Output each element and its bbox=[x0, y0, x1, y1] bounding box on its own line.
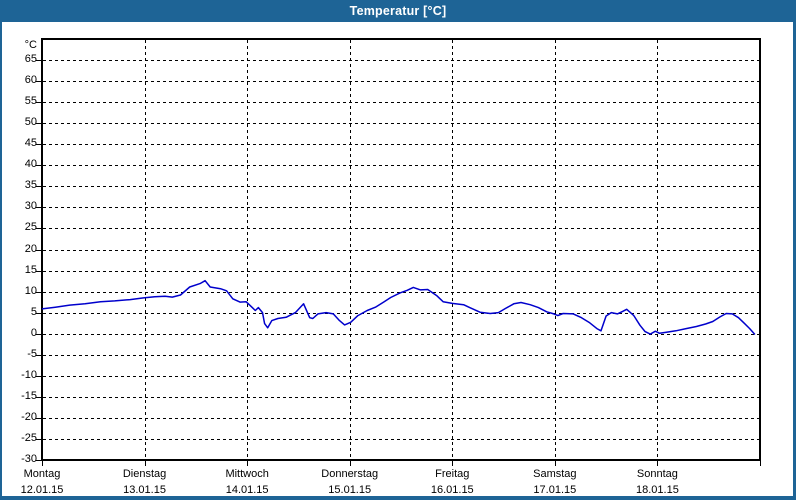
y-axis-unit-label: °C bbox=[24, 39, 37, 51]
y-tick-label: 0 bbox=[30, 326, 37, 339]
window-frame-right bbox=[793, 22, 796, 496]
chart-panel: 65 60 55 50 45 40 35 30 25 20 15 10 5 0 -5 -10 -15 -20 -25… bbox=[0, 22, 793, 496]
x-date-label: 12.01.15 bbox=[20, 484, 64, 496]
y-tick-label: -10 bbox=[21, 368, 37, 381]
y-tick-label: 65 bbox=[24, 53, 37, 66]
temperature-line bbox=[41, 279, 756, 335]
x-day-label: Donnerstag bbox=[321, 468, 379, 480]
y-tick-label: 10 bbox=[24, 284, 37, 297]
x-day-label: Freitag bbox=[435, 468, 470, 480]
y-tick-label: 45 bbox=[24, 137, 37, 150]
x-day-label: Mittwoch bbox=[225, 468, 269, 480]
y-tick-label: 40 bbox=[24, 158, 37, 171]
x-date-label: 18.01.15 bbox=[636, 484, 679, 496]
plot-border bbox=[41, 38, 761, 461]
y-tick-label: -25 bbox=[21, 431, 37, 444]
x-date-label: 16.01.15 bbox=[430, 484, 474, 496]
x-day-label: Montag bbox=[23, 468, 61, 480]
x-day-label: Sonntag bbox=[636, 468, 678, 480]
y-tick-label: -5 bbox=[27, 347, 37, 360]
y-tick-label: -15 bbox=[21, 389, 37, 402]
y-tick-label: -30 bbox=[21, 453, 37, 465]
y-tick-label: 30 bbox=[24, 200, 37, 213]
window-frame-left bbox=[0, 22, 2, 496]
y-tick-label: 15 bbox=[24, 263, 37, 276]
temperature-chart bbox=[36, 38, 761, 466]
window-title: Temperatur [°C] bbox=[349, 4, 447, 18]
y-tick-label: 5 bbox=[30, 305, 37, 318]
x-day-label: Dienstag bbox=[122, 468, 167, 480]
x-date-label: 15.01.15 bbox=[328, 484, 372, 496]
y-tick-label: 20 bbox=[24, 242, 37, 255]
x-day-label: Samstag bbox=[533, 468, 577, 480]
x-date-label: 14.01.15 bbox=[225, 484, 269, 496]
x-date-label: 13.01.15 bbox=[123, 484, 166, 496]
window-frame-bottom bbox=[0, 496, 796, 500]
y-tick-label: 25 bbox=[24, 221, 37, 234]
window-titlebar[interactable]: Temperatur [°C] bbox=[0, 0, 796, 22]
y-tick-label: 60 bbox=[24, 74, 37, 87]
y-tick-label: 55 bbox=[24, 95, 37, 108]
y-tick-label: 50 bbox=[24, 116, 37, 129]
y-tick-label: 35 bbox=[24, 179, 37, 192]
x-date-label: 17.01.15 bbox=[533, 484, 577, 496]
y-tick-label: -20 bbox=[21, 410, 37, 423]
